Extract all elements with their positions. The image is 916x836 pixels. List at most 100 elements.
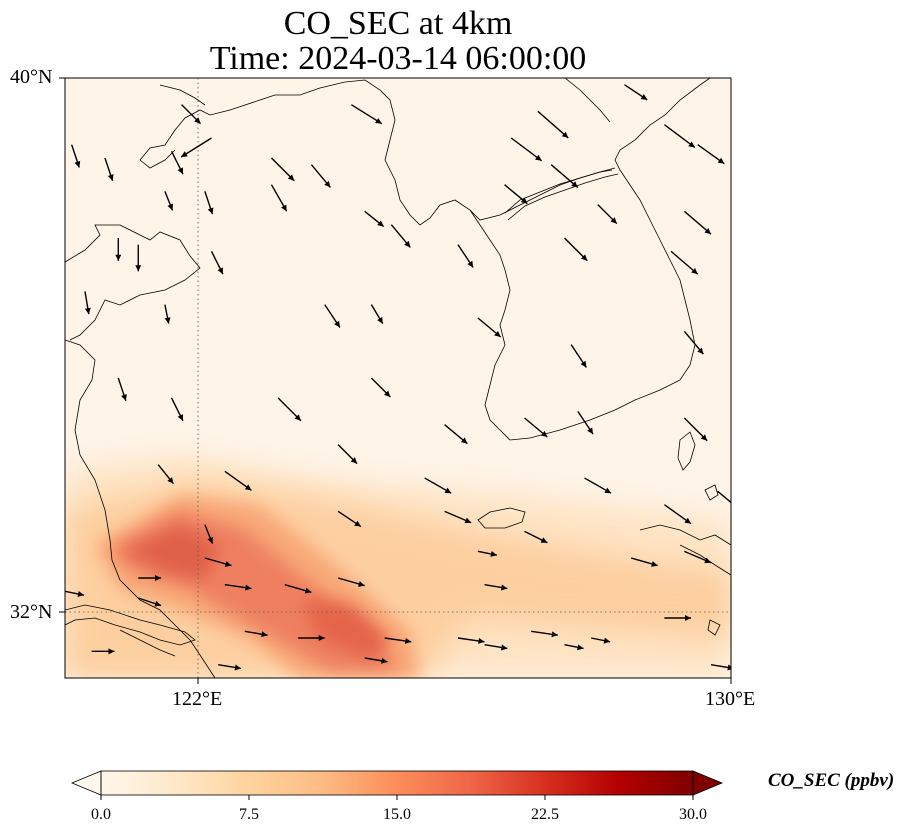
yangtze-island	[119, 629, 176, 657]
wind-vector-head	[381, 657, 388, 664]
wind-vector-head	[640, 94, 648, 100]
wind-vector-head	[580, 360, 587, 368]
tsushima-island	[677, 431, 696, 471]
wind-vector-head	[377, 316, 383, 324]
wind-vector-head	[287, 174, 295, 181]
wind-vector-head	[107, 174, 114, 181]
kyushu-coast	[639, 524, 731, 546]
wind-vector-head	[467, 260, 474, 268]
wind-vector-head	[164, 317, 171, 324]
wind-vector-head	[571, 181, 578, 188]
colorbar-tick-label: 30.0	[679, 806, 707, 823]
wind-vector-head	[167, 477, 174, 484]
wind-vector-shaft	[537, 110, 569, 139]
wind-vector-head	[577, 644, 584, 651]
wind-vector-head	[154, 600, 162, 607]
colorbar-label: CO_SEC (ppbv)	[768, 770, 895, 791]
lat-tick-label-40N: 40°N	[10, 66, 53, 88]
wind-vector-head	[358, 581, 365, 587]
wind-vector-head	[375, 117, 382, 124]
border-line-1	[504, 169, 613, 214]
wind-vector-head	[177, 414, 183, 421]
colorbar-ticks	[100, 795, 694, 800]
colorbar	[70, 770, 724, 800]
wind-vector-head	[460, 437, 468, 444]
wind-vector-head	[494, 330, 501, 337]
wind-vector-head	[281, 204, 287, 212]
wind-vector-head	[691, 267, 698, 275]
wind-vector-head	[304, 587, 312, 594]
wind-vector-head	[520, 197, 528, 204]
title-line-1: CO_SEC at 4km	[283, 5, 513, 42]
wind-vector-head	[540, 537, 548, 543]
wind-vector-head	[727, 664, 731, 671]
wind-vector-head	[244, 484, 252, 491]
colorbar-tick-label: 15.0	[383, 806, 411, 823]
colorbar-gradient	[101, 771, 693, 795]
wind-vector-head	[704, 227, 711, 235]
wind-vector-head	[135, 265, 142, 272]
wind-vector-head	[700, 434, 708, 441]
wind-vector-head	[551, 631, 558, 638]
wind-vector-head	[108, 648, 115, 655]
iki-island	[704, 484, 719, 501]
wind-vector-shaft	[663, 124, 696, 149]
wind-vector-head	[464, 517, 472, 524]
wind-vector-head	[74, 160, 81, 168]
wind-vector-head	[604, 487, 612, 494]
wind-vector-head	[697, 347, 704, 355]
colorbar-tick-label: 22.5	[531, 806, 559, 823]
colorbar-extend-low	[70, 770, 102, 796]
wind-vector-head	[684, 517, 691, 524]
wind-vector-head	[490, 551, 497, 557]
lon-tick-label-130E: 130°E	[705, 688, 756, 710]
wind-vector-head	[245, 584, 252, 591]
wind-vector-head	[717, 157, 725, 164]
wind-vector-head	[350, 457, 358, 464]
wind-vector-head	[704, 557, 711, 564]
jiangsu-coast	[65, 339, 216, 678]
wind-vector-head	[610, 217, 617, 224]
wind-vector-head	[535, 154, 542, 161]
wind-vector-head	[404, 637, 412, 644]
wind-vector-head	[734, 504, 741, 510]
korea-peninsula-coast	[469, 78, 711, 441]
wind-vector-head	[224, 561, 232, 567]
wind-vector-head	[540, 430, 548, 437]
wind-vector-head	[155, 575, 162, 581]
colorbar-tick-label: 7.5	[239, 806, 259, 823]
wind-vector-head	[324, 180, 331, 188]
wind-vector-head	[207, 207, 214, 215]
wind-vector-head	[444, 487, 452, 494]
wind-vector-head	[318, 635, 325, 641]
wind-vector-head	[234, 664, 241, 671]
gridlines	[65, 78, 731, 678]
wind-vector-head	[688, 141, 695, 148]
wind-vector-head	[383, 390, 391, 397]
wind-vector-head	[334, 320, 340, 328]
wind-vector-head	[217, 267, 223, 275]
wind-vector-head	[478, 637, 485, 644]
wind-vector-head	[177, 167, 183, 175]
colorbar-extend-high	[692, 770, 724, 796]
wind-vector-head	[121, 394, 127, 401]
bohai-coast-upper	[159, 84, 206, 106]
wind-vector-head	[561, 131, 569, 138]
wind-vector-head	[500, 584, 508, 591]
wind-vector-head	[167, 203, 174, 211]
shandong-coast	[65, 224, 201, 341]
lat-tick-label-32N: 32°N	[10, 601, 53, 623]
colorbar-tick-label: 0.0	[91, 806, 111, 823]
map-area	[65, 78, 741, 678]
wind-vector-head	[587, 427, 594, 435]
lon-tick-label-122E: 122°E	[172, 688, 223, 710]
wind-vector-head	[685, 615, 691, 621]
wind-vector-shaft	[717, 490, 731, 504]
wind-vector-head	[194, 117, 201, 124]
co-plume	[65, 455, 731, 678]
tick-marks	[59, 77, 732, 684]
wind-vector-head	[181, 151, 188, 157]
small-island	[707, 619, 721, 636]
wind-vector-head	[603, 637, 611, 644]
